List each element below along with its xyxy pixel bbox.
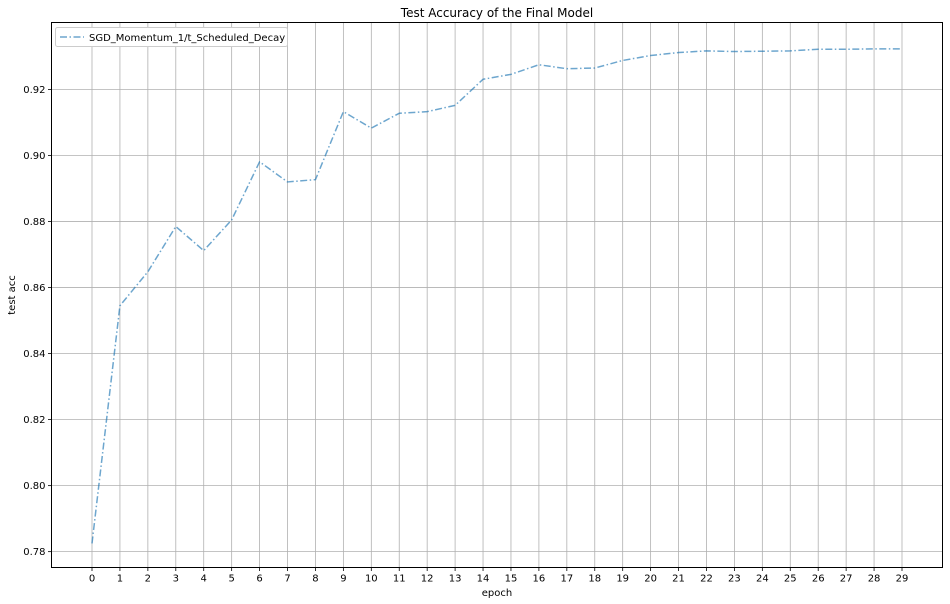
x-tick-label: 17: [560, 574, 573, 585]
x-tick-label: 28: [868, 574, 881, 585]
x-tick-label: 7: [284, 574, 290, 585]
x-tick-label: 11: [393, 574, 406, 585]
x-tick-label: 29: [896, 574, 909, 585]
x-tick-label: 13: [449, 574, 462, 585]
x-tick-label: 21: [672, 574, 685, 585]
x-tick-label: 25: [784, 574, 797, 585]
x-tick-label: 5: [228, 574, 234, 585]
y-tick-label: 0.86: [23, 283, 45, 294]
x-tick-label: 9: [340, 574, 346, 585]
y-tick-label: 0.92: [23, 85, 45, 96]
legend-box: [55, 27, 288, 47]
x-tick-label: 20: [644, 574, 657, 585]
x-tick-label: 15: [505, 574, 518, 585]
y-tick-label: 0.78: [23, 547, 45, 558]
x-tick-label: 2: [145, 574, 151, 585]
x-tick-label: 22: [700, 574, 713, 585]
x-axis-label: epoch: [482, 588, 512, 599]
y-tick-label: 0.82: [23, 415, 45, 426]
x-tick-label: 12: [421, 574, 434, 585]
x-tick-label: 10: [365, 574, 378, 585]
x-tick-label: 1: [117, 574, 123, 585]
plot-frame: [51, 22, 943, 568]
chart-title: Test Accuracy of the Final Model: [400, 6, 593, 20]
y-tick-label: 0.90: [23, 151, 45, 162]
x-tick-label: 24: [756, 574, 769, 585]
series-line: [91, 48, 902, 544]
x-tick-label: 26: [812, 574, 825, 585]
x-tick-label: 18: [588, 574, 601, 585]
y-tick-label: 0.88: [23, 217, 45, 228]
y-tick-label: 0.84: [23, 349, 45, 360]
x-tick-label: 16: [533, 574, 546, 585]
series-layer: [91, 48, 902, 544]
legend: SGD_Momentum_1/t_Scheduled_Decay: [55, 27, 288, 47]
x-tick-label: 6: [256, 574, 262, 585]
x-tick-label: 19: [616, 574, 629, 585]
y-tick-label: 0.80: [23, 481, 45, 492]
x-axis-ticks: 0 1 2 3 4 5 6 7 8 9 10 11 12 13 14 15 16 17 18 19 20 21 22 23 24…: [89, 567, 909, 585]
x-tick-label: 23: [728, 574, 741, 585]
x-tick-label: 27: [840, 574, 853, 585]
y-axis-ticks: 0.78 0.80 0.82 0.84 0.86 0.88 0.90 0.92: [23, 85, 52, 558]
x-tick-label: 3: [173, 574, 179, 585]
y-axis-label: test acc: [7, 275, 18, 315]
x-tick-label: 14: [477, 574, 490, 585]
x-tick-label: 4: [201, 574, 207, 585]
legend-label: SGD_Momentum_1/t_Scheduled_Decay: [89, 33, 285, 44]
x-tick-label: 8: [312, 574, 318, 585]
x-tick-label: 0: [89, 574, 95, 585]
